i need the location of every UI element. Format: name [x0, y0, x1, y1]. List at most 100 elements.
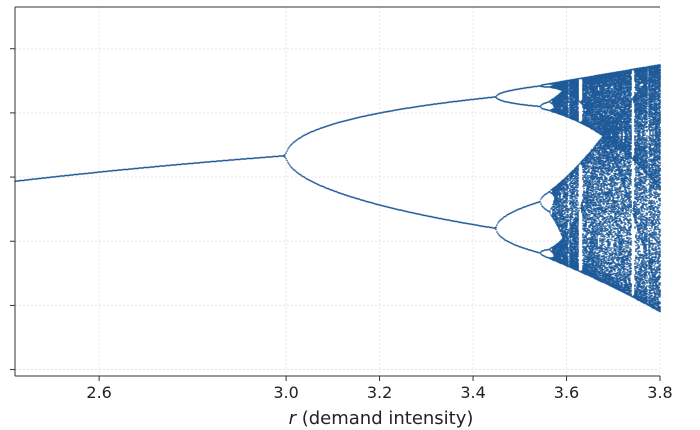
data-point	[555, 259, 557, 261]
data-point	[426, 104, 428, 106]
data-point	[162, 165, 164, 167]
data-point	[497, 232, 499, 235]
data-point	[557, 199, 559, 202]
data-point	[567, 231, 569, 234]
data-point	[505, 215, 507, 217]
data-point	[422, 214, 424, 216]
data-point	[191, 162, 193, 165]
data-point	[559, 210, 561, 213]
data-point	[293, 141, 295, 143]
data-point	[557, 224, 559, 226]
data-point	[567, 185, 569, 188]
data-point	[312, 130, 314, 133]
data-point	[423, 104, 425, 107]
data-point	[555, 191, 557, 194]
data-point	[558, 103, 560, 105]
data-point	[556, 196, 558, 199]
data-point	[556, 195, 558, 198]
data-point	[554, 96, 556, 99]
data-point	[556, 109, 558, 112]
data-point	[560, 260, 562, 262]
data-point	[541, 250, 543, 252]
data-point	[554, 86, 556, 89]
data-point	[322, 126, 324, 129]
data-point	[559, 221, 561, 224]
data-point	[557, 100, 559, 103]
data-point	[557, 212, 559, 215]
data-point	[495, 96, 497, 99]
data-point	[429, 215, 431, 218]
data-point	[33, 178, 35, 180]
data-point	[557, 88, 559, 90]
data-point	[27, 179, 29, 181]
data-point	[544, 255, 546, 258]
data-point	[559, 196, 561, 199]
data-point	[558, 106, 560, 109]
data-point	[242, 158, 244, 160]
data-point	[548, 248, 550, 251]
data-point	[551, 192, 553, 195]
data-point	[455, 220, 457, 223]
data-point	[560, 247, 562, 250]
data-point	[555, 254, 557, 257]
data-point	[518, 88, 520, 90]
data-point	[30, 178, 32, 181]
data-point	[584, 240, 586, 243]
data-point	[179, 163, 181, 166]
data-point	[495, 95, 497, 98]
data-point	[421, 214, 423, 216]
data-point	[327, 125, 329, 127]
data-point	[583, 245, 585, 248]
data-point	[543, 194, 545, 197]
data-point	[500, 92, 502, 94]
data-point	[466, 222, 468, 225]
data-point	[553, 99, 555, 101]
data-point	[561, 184, 563, 187]
data-point	[556, 100, 558, 102]
data-point	[515, 209, 517, 212]
data-point	[458, 221, 460, 223]
data-point	[139, 167, 141, 169]
data-point	[182, 163, 184, 165]
data-point	[556, 87, 558, 90]
data-point	[530, 249, 532, 252]
data-point	[553, 104, 555, 107]
data-point	[259, 156, 261, 159]
data-point	[557, 191, 559, 193]
data-point	[585, 223, 587, 225]
data-point	[567, 263, 569, 266]
data-point	[448, 101, 450, 103]
data-point	[557, 99, 559, 102]
data-point	[561, 83, 563, 85]
data-point	[508, 101, 510, 104]
data-point	[435, 216, 437, 219]
data-point	[442, 102, 444, 104]
data-point	[484, 225, 486, 228]
data-point	[561, 258, 563, 261]
data-point	[135, 167, 137, 170]
data-point	[555, 206, 557, 209]
data-point	[551, 247, 553, 249]
data-point	[558, 88, 560, 91]
data-point	[581, 203, 583, 205]
data-point	[567, 250, 569, 253]
data-point	[577, 241, 579, 244]
data-point	[577, 247, 579, 249]
data-point	[386, 110, 388, 113]
data-point	[257, 157, 259, 159]
data-point	[110, 170, 112, 172]
data-point	[528, 86, 530, 89]
data-point	[560, 181, 562, 183]
data-point	[577, 255, 579, 258]
data-point	[507, 90, 509, 92]
data-point	[556, 249, 558, 251]
data-point	[407, 107, 409, 109]
data-point	[378, 112, 380, 114]
data-point	[308, 132, 310, 134]
data-point	[463, 222, 465, 224]
data-point	[481, 225, 483, 227]
data-point	[24, 179, 26, 181]
data-point	[532, 105, 534, 107]
data-point	[269, 156, 271, 158]
data-point	[68, 174, 70, 177]
